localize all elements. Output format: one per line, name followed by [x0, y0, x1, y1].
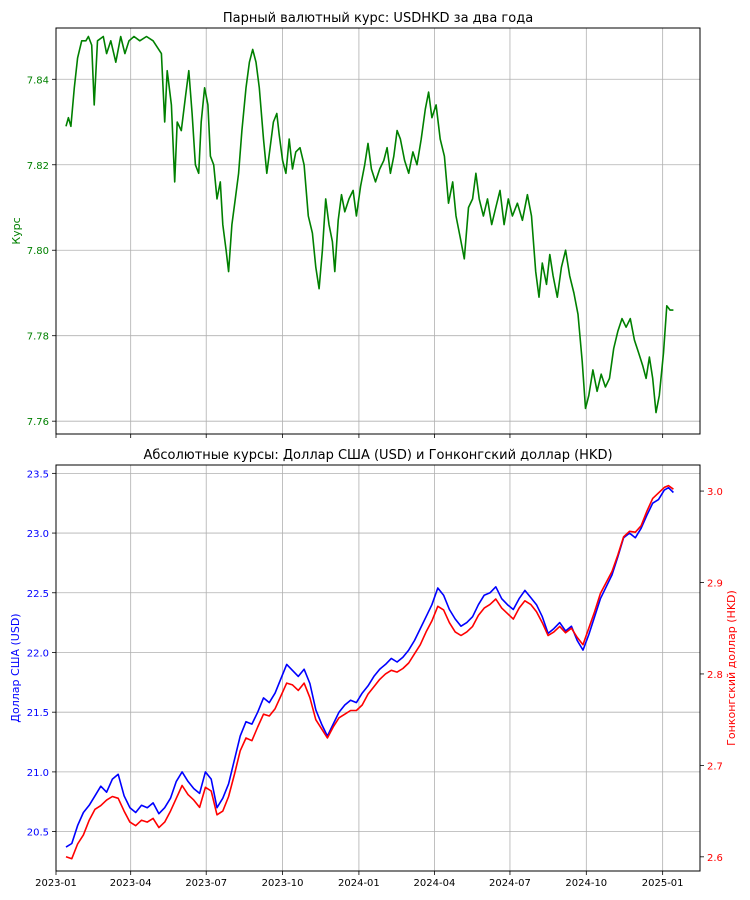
top-y-tick-label: 7.80	[27, 246, 49, 257]
bottom-left-y-axis-label: Доллар США (USD)	[9, 613, 22, 722]
top-y-tick-label: 7.82	[27, 161, 49, 172]
top-y-tick-label: 7.78	[27, 332, 49, 343]
top-gridlines	[55, 28, 700, 434]
bottom-left-y-tick-label: 22.0	[27, 648, 49, 659]
usdhkd-rate-line	[65, 35, 674, 414]
top-panel: Парный валютный курс: USDHKD за два года…	[10, 11, 701, 438]
bottom-x-tick-label: 2023-01	[35, 878, 77, 889]
bottom-right-y-ticks: 2.6 2.7 2.8 2.9 3.0	[700, 487, 723, 864]
bottom-left-y-tick-label: 23.0	[27, 529, 49, 540]
top-y-tick-label: 7.76	[27, 417, 49, 428]
bottom-x-tick-label: 2025-01	[642, 878, 684, 889]
bottom-right-y-tick-label: 2.8	[707, 670, 723, 681]
bottom-plot-frame	[55, 464, 701, 872]
bottom-right-y-tick-label: 2.7	[707, 761, 723, 772]
bottom-x-tick-label: 2023-04	[110, 878, 152, 889]
bottom-left-y-tick-label: 21.0	[27, 768, 49, 779]
bottom-right-y-axis-label: Гонконгский доллар (HKD)	[725, 590, 738, 746]
bottom-x-tick-label: 2024-07	[489, 878, 531, 889]
bottom-x-tick-label: 2024-01	[338, 878, 380, 889]
bottom-panel: Абсолютные курсы: Доллар США (USD) и Гон…	[9, 448, 738, 889]
top-y-axis-label: Курс	[10, 217, 23, 244]
bottom-plot-area	[56, 465, 700, 871]
bottom-x-tick-label: 2024-04	[414, 878, 456, 889]
bottom-x-tick-label: 2024-10	[565, 878, 607, 889]
bottom-right-y-tick-label: 2.9	[707, 579, 723, 590]
bottom-x-tick-label: 2023-07	[185, 878, 227, 889]
top-plot-frame	[55, 27, 701, 435]
bottom-right-y-tick-label: 2.6	[707, 853, 723, 864]
bottom-data-lines	[65, 484, 674, 860]
bottom-left-y-tick-label: 23.5	[27, 469, 49, 480]
bottom-x-ticks: 2023-01 2023-04 2023-07 2023-10 2024-01 2024-…	[35, 871, 684, 889]
bottom-left-y-tick-label: 20.5	[27, 828, 49, 839]
top-x-ticks	[55, 434, 664, 438]
bottom-left-y-tick-label: 22.5	[27, 589, 49, 600]
bottom-chart-title: Абсолютные курсы: Доллар США (USD) и Гон…	[143, 448, 612, 463]
bottom-x-tick-label: 2023-10	[262, 878, 304, 889]
hkd-rate-line	[65, 484, 674, 860]
bottom-left-y-tick-label: 21.5	[27, 708, 49, 719]
top-y-tick-label: 7.84	[27, 75, 49, 86]
top-plot-area	[56, 28, 700, 434]
top-y-ticks: 7.76 7.78 7.80 7.82 7.84	[27, 75, 56, 428]
bottom-left-y-ticks: 20.5 21.0 21.5 22.0 22.5 23.0 23.5	[27, 469, 56, 839]
top-data-lines	[65, 35, 674, 414]
top-chart-title: Парный валютный курс: USDHKD за два года	[223, 11, 533, 26]
bottom-right-y-tick-label: 3.0	[707, 487, 723, 498]
